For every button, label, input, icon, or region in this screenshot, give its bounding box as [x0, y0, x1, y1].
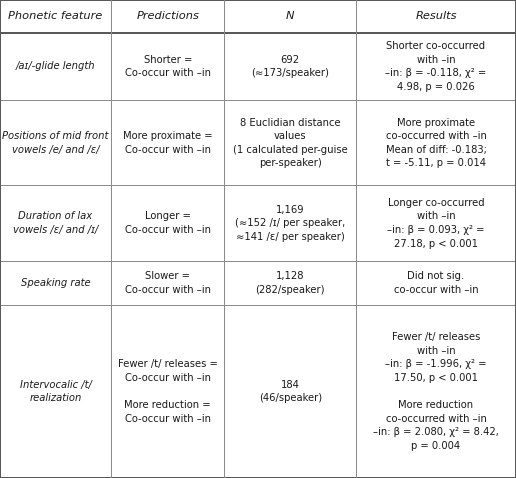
Text: Intervocalic /t/
realization: Intervocalic /t/ realization [20, 380, 91, 403]
Text: Shorter =
Co-occur with –in: Shorter = Co-occur with –in [125, 54, 211, 78]
Text: Shorter co-occurred
with –in
–in: β = -0.118, χ² =
4.98, p = 0.026: Shorter co-occurred with –in –in: β = -0… [385, 41, 487, 92]
Text: Results: Results [415, 11, 457, 21]
Text: Fewer /t/ releases =
Co-occur with –in

More reduction =
Co-occur with –in: Fewer /t/ releases = Co-occur with –in M… [118, 359, 218, 424]
Text: /aɪ/-glide length: /aɪ/-glide length [15, 62, 95, 71]
Text: Predictions: Predictions [136, 11, 199, 21]
Text: 184
(46/speaker): 184 (46/speaker) [259, 380, 322, 403]
Text: Positions of mid front
vowels /e/ and /ɛ/: Positions of mid front vowels /e/ and /ɛ… [2, 131, 109, 155]
Text: Longer =
Co-occur with –in: Longer = Co-occur with –in [125, 211, 211, 235]
Text: Slower =
Co-occur with –in: Slower = Co-occur with –in [125, 271, 211, 295]
Text: Phonetic feature: Phonetic feature [8, 11, 103, 21]
Text: 1,169
(≈152 /ɪ/ per speaker,
≈141 /ɛ/ per speaker): 1,169 (≈152 /ɪ/ per speaker, ≈141 /ɛ/ pe… [235, 205, 345, 242]
Text: Fewer /t/ releases
with –in
–in: β = -1.996, χ² =
17.50, p < 0.001

More reducti: Fewer /t/ releases with –in –in: β = -1.… [373, 332, 499, 451]
Text: 692
(≈173/speaker): 692 (≈173/speaker) [251, 54, 329, 78]
Text: More proximate =
Co-occur with –in: More proximate = Co-occur with –in [123, 131, 213, 155]
Text: N: N [286, 11, 295, 21]
Text: Duration of lax
vowels /ɛ/ and /ɪ/: Duration of lax vowels /ɛ/ and /ɪ/ [13, 211, 98, 235]
Text: More proximate
co-occurred with –in
Mean of diff: -0.183;
t = -5.11, p = 0.014: More proximate co-occurred with –in Mean… [385, 118, 487, 168]
Text: Speaking rate: Speaking rate [21, 278, 90, 288]
Text: 1,128
(282/speaker): 1,128 (282/speaker) [255, 271, 325, 295]
Text: Did not sig.
co-occur with –in: Did not sig. co-occur with –in [394, 271, 478, 295]
Text: Longer co-occurred
with –in
–in: β = 0.093, χ² =
27.18, p < 0.001: Longer co-occurred with –in –in: β = 0.0… [388, 198, 485, 249]
Text: 8 Euclidian distance
values
(1 calculated per-guise
per-speaker): 8 Euclidian distance values (1 calculate… [233, 118, 348, 168]
